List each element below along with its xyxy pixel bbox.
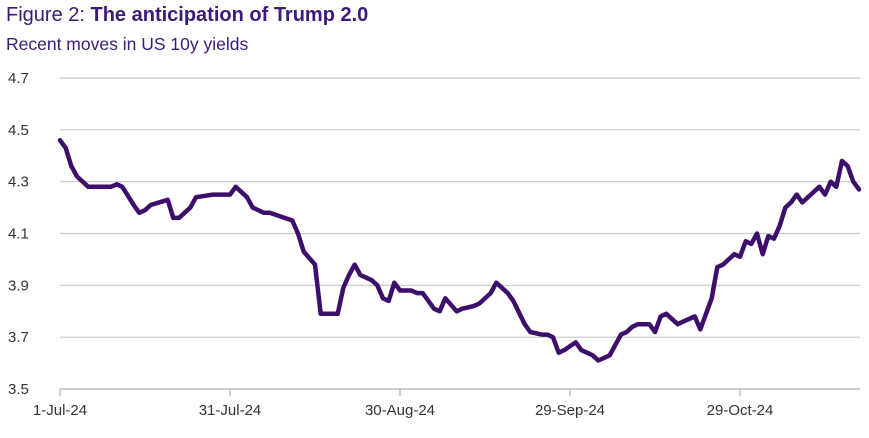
y-tick-label: 3.9 xyxy=(8,277,29,294)
series-line-us-10y-yield xyxy=(57,137,862,363)
x-tick-label: 1-Jul-24 xyxy=(33,402,87,419)
y-tick-label: 4.7 xyxy=(8,70,29,87)
y-tick-label: 4.3 xyxy=(8,174,29,191)
y-tick-label: 4.5 xyxy=(8,122,29,139)
y-tick-label: 3.5 xyxy=(8,381,29,398)
grid-layer xyxy=(60,77,860,338)
figure-label: Figure 2: xyxy=(6,4,91,26)
y-tick-label: 3.7 xyxy=(8,329,29,346)
x-tick-label: 30-Aug-24 xyxy=(365,402,435,419)
series-layer xyxy=(57,137,862,363)
x-tick-label: 29-Sep-24 xyxy=(535,402,605,419)
title-text: The anticipation of Trump 2.0 xyxy=(90,4,369,26)
chart-title: Figure 2: The anticipation of Trump 2.0 xyxy=(6,4,368,27)
y-tick-label: 4.1 xyxy=(8,226,29,243)
x-tick-label: 29-Oct-24 xyxy=(707,402,774,419)
chart-subtitle: Recent moves in US 10y yields xyxy=(6,34,249,54)
axis-layer: 3.5 3.7 3.9 4.1 4.3 4.5 4.7 1-Jul-24 31-Jul-24 30… xyxy=(8,70,860,419)
x-tick-label: 31-Jul-24 xyxy=(199,402,262,419)
